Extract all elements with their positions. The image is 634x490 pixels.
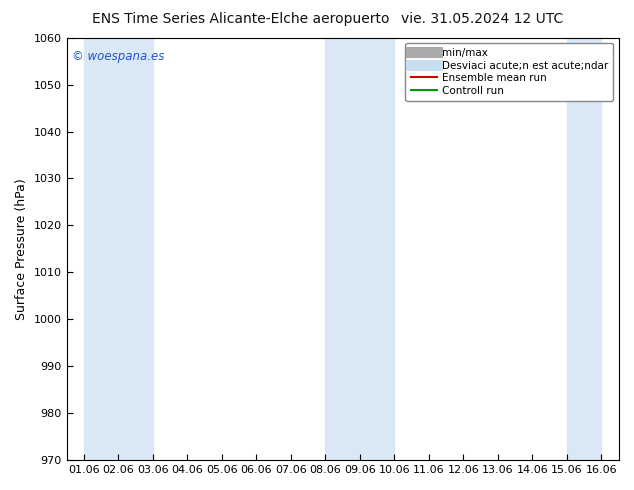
Bar	[567, 38, 601, 460]
Text: vie. 31.05.2024 12 UTC: vie. 31.05.2024 12 UTC	[401, 12, 563, 26]
Bar	[359, 38, 394, 460]
Bar	[84, 38, 119, 460]
Legend: min/max, Desviaci acute;n est acute;ndar, Ensemble mean run, Controll run: min/max, Desviaci acute;n est acute;ndar…	[405, 43, 613, 101]
Bar	[325, 38, 359, 460]
Text: © woespana.es: © woespana.es	[72, 50, 164, 63]
Text: ENS Time Series Alicante-Elche aeropuerto: ENS Time Series Alicante-Elche aeropuert…	[92, 12, 390, 26]
Bar	[119, 38, 153, 460]
Y-axis label: Surface Pressure (hPa): Surface Pressure (hPa)	[15, 178, 28, 320]
